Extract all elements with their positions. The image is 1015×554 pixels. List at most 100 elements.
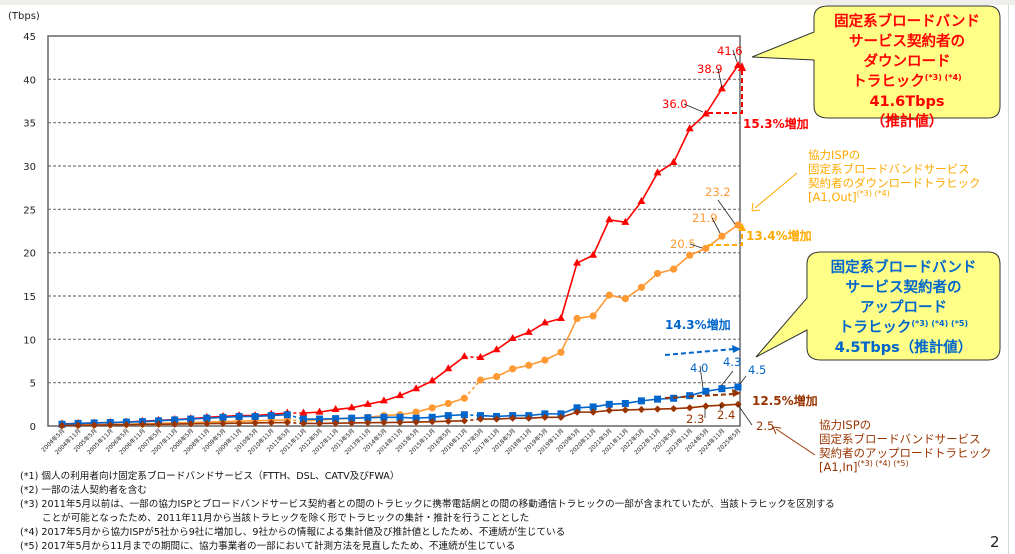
callout-bubble [755, 251, 1001, 361]
y-tick-label: 5 [30, 379, 36, 390]
growth-arrow [664, 393, 734, 399]
download-segment [672, 128, 691, 163]
note-line: 協力ISPの [819, 418, 872, 432]
footnote-ref: (*3) (*4) (*5) [857, 459, 909, 469]
isp_upload-point [74, 421, 82, 429]
callout-line: 固定系ブロードバンド [830, 260, 977, 276]
data-label: 4.3 [723, 355, 741, 369]
series-lines [61, 65, 739, 427]
isp_upload-point [637, 405, 646, 414]
upload-point [235, 412, 243, 420]
y-tick-label: 25 [23, 205, 36, 216]
leader-line [719, 404, 722, 411]
download-point [428, 376, 437, 384]
data-label: 2.5 [756, 419, 774, 433]
isp_upload-point [219, 419, 227, 427]
isp_download-point [476, 376, 485, 384]
callout-line: 固定系ブロードバンド [834, 14, 980, 30]
isp_download-point [670, 265, 678, 273]
axes: 0 5 10 15 20 25 30 35 40 45 [23, 32, 741, 433]
isp_upload-point [251, 419, 259, 427]
isp_upload-point [653, 405, 662, 413]
isp_upload-point [106, 421, 114, 429]
leader-line [737, 404, 753, 426]
plot-border [47, 35, 741, 427]
footnote-ref: (*3) (*4) [924, 73, 962, 83]
isp_upload-point [348, 419, 356, 427]
isp_upload-point [444, 417, 452, 425]
download-segment [705, 88, 723, 115]
callout-line: アップロード [860, 300, 947, 316]
download-point [685, 124, 694, 132]
download-point [363, 399, 372, 407]
isp_download-point [573, 314, 581, 323]
download-point [637, 197, 646, 205]
isp_upload-point [299, 419, 308, 427]
upload-point [637, 397, 645, 405]
download-point [331, 405, 340, 413]
growth-arrow [708, 230, 743, 246]
isp_download-point [637, 283, 646, 291]
isp_download-point [734, 221, 742, 229]
footnote: (*2) 一部の法人契約者を含む [20, 485, 147, 496]
isp_upload-point [509, 414, 517, 422]
isp_upload-point [670, 405, 678, 413]
isp_upload-point [412, 418, 420, 426]
upload-point [605, 400, 613, 408]
upload-point [187, 415, 195, 423]
isp_download-segment [592, 294, 610, 317]
y-tick-label: 35 [23, 119, 36, 130]
isp_download-point [605, 291, 613, 299]
isp_download-point [718, 232, 726, 240]
isp_upload-point [476, 415, 485, 423]
isp_download-point [525, 361, 533, 369]
upload-point [267, 412, 275, 420]
isp_download-point [589, 312, 597, 320]
isp_download-point [653, 269, 662, 278]
download-point [589, 250, 598, 258]
callout-text: トラヒック [838, 320, 912, 336]
callout-line: サービス契約者の [845, 280, 962, 296]
leader-line [711, 217, 721, 234]
isp_download-point [621, 295, 629, 303]
footnote: (*3) 2011年5月以前は、一部の協力ISPとブロードバンドサービス契約者と… [20, 499, 835, 510]
isp_upload-point [364, 419, 372, 427]
note-line: 固定系ブロードバンドサービス [808, 162, 970, 176]
upload-point [219, 413, 227, 421]
isp_upload-point [58, 421, 66, 430]
data-label: 23.2 [705, 185, 731, 199]
download-point [621, 217, 630, 225]
isp_upload-point [90, 421, 98, 429]
series-markers [58, 60, 742, 430]
isp_upload-point [702, 402, 710, 410]
isp_upload-point [283, 418, 291, 427]
download-point [540, 318, 549, 326]
y-tick-label: 0 [30, 422, 36, 433]
footnote: (*1) 個人の利用者向け固定系ブロードバンドサービス（FTTH、DSL、CAT… [20, 471, 400, 482]
isp_upload-point [267, 419, 275, 427]
leader-line [720, 370, 734, 387]
data-label: 38.9 [697, 62, 723, 76]
isp_upload-point [187, 420, 195, 428]
note-line: 固定系ブロードバンドサービス [819, 432, 981, 446]
isp_upload-point [460, 417, 468, 425]
leader-line [683, 103, 704, 113]
callout-bubble [751, 5, 1001, 119]
upload-point [428, 413, 436, 421]
isp_upload-point [428, 418, 436, 426]
download-point [460, 352, 469, 360]
data-label: 4.0 [690, 361, 708, 375]
arrow-head-icon [738, 223, 746, 231]
note-text: [A1,Out] [808, 190, 857, 204]
x-tick-labels: 2004年5月2004年11月2005年5月2005年11月2006年5月200… [40, 427, 743, 457]
upload-point [316, 415, 324, 423]
isp_download-segment [463, 379, 482, 399]
download-point [492, 345, 501, 353]
y-tick-label: 15 [23, 292, 36, 303]
download-segment [592, 219, 610, 256]
download-point [347, 403, 356, 411]
isp_upload-point [138, 420, 147, 429]
growth-arrow [664, 348, 735, 356]
data-label: 4.5 [748, 363, 766, 377]
